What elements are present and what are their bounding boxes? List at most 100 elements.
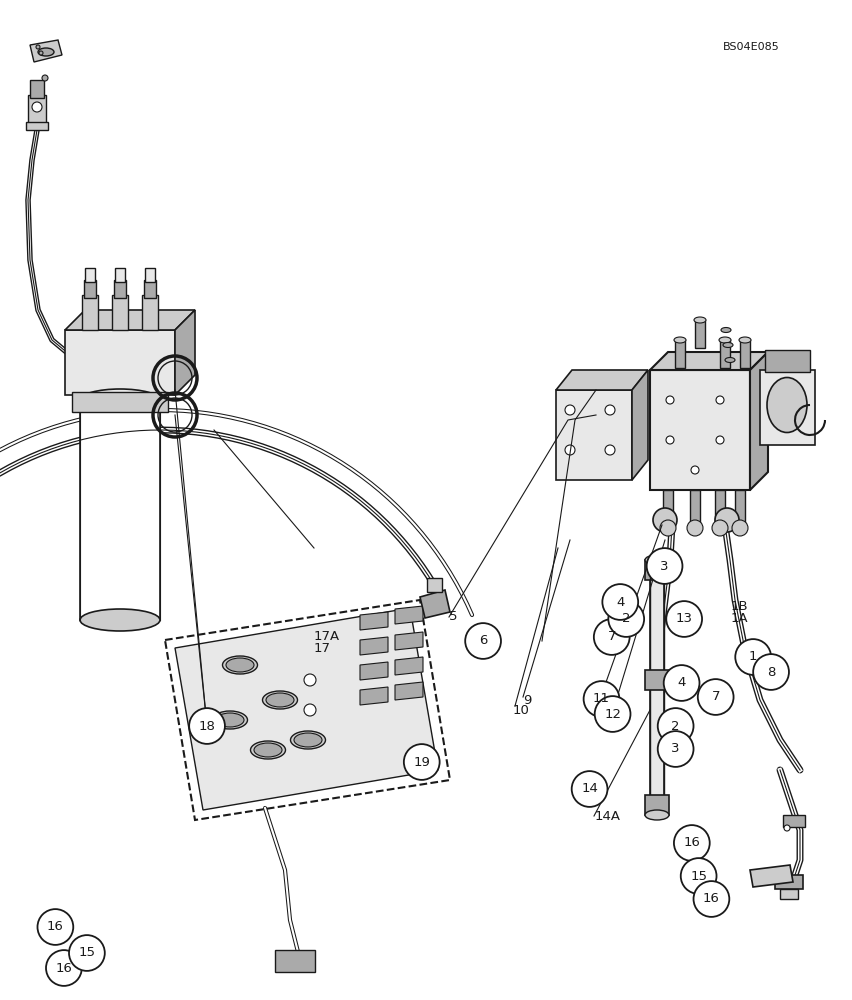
Ellipse shape [674,337,686,343]
Ellipse shape [694,317,706,323]
Bar [760,370,815,445]
Text: 5: 5 [449,610,458,624]
Ellipse shape [291,731,325,749]
Circle shape [304,674,316,686]
Text: 2: 2 [671,720,680,732]
Circle shape [602,584,638,620]
Text: BS04E085: BS04E085 [722,42,780,52]
Circle shape [605,445,615,455]
Ellipse shape [294,733,322,747]
Bar [275,950,315,972]
Circle shape [32,102,42,112]
Bar [690,490,700,525]
Circle shape [304,704,316,716]
Circle shape [732,520,748,536]
Ellipse shape [254,743,282,757]
Bar [30,80,44,98]
Ellipse shape [719,337,731,343]
Bar [783,815,805,827]
Text: 19: 19 [413,756,430,768]
Circle shape [694,881,729,917]
Bar [115,268,125,282]
Text: 1B: 1B [731,600,749,613]
Polygon shape [165,600,450,820]
Text: 18: 18 [199,720,216,732]
Circle shape [36,45,40,49]
Circle shape [716,436,724,444]
Circle shape [735,639,771,675]
Text: 6: 6 [479,635,487,648]
Circle shape [605,405,615,415]
Ellipse shape [725,358,735,362]
Bar [427,578,442,592]
Text: 16: 16 [47,920,64,934]
Bar [650,578,664,798]
Circle shape [42,75,48,81]
Circle shape [698,679,734,715]
Polygon shape [65,310,195,330]
Polygon shape [556,370,648,390]
Text: 12: 12 [604,708,621,720]
Text: 15: 15 [78,946,95,960]
Ellipse shape [767,377,807,432]
Bar [28,95,46,125]
Polygon shape [650,352,768,370]
Text: 14A: 14A [595,810,621,822]
Polygon shape [360,662,388,680]
Circle shape [715,508,739,532]
Text: 7: 7 [607,631,616,644]
Circle shape [658,731,694,767]
Circle shape [404,744,440,780]
Ellipse shape [226,658,254,672]
Bar [740,340,750,368]
Text: 17: 17 [314,642,331,654]
Ellipse shape [262,691,297,709]
Bar [72,392,168,412]
Circle shape [37,909,73,945]
Circle shape [660,520,676,536]
Bar [142,295,158,330]
Text: 17A: 17A [314,630,340,643]
Polygon shape [360,612,388,630]
Circle shape [572,771,607,807]
Polygon shape [395,682,423,700]
Text: 3: 3 [660,560,669,572]
Circle shape [565,405,575,415]
Circle shape [687,520,703,536]
Bar [715,490,725,525]
Polygon shape [632,370,648,480]
Ellipse shape [216,713,244,727]
Bar [645,670,669,690]
Text: 14: 14 [581,782,598,796]
Bar [720,340,730,368]
Bar [780,889,798,899]
Ellipse shape [80,389,160,411]
Bar [84,280,96,298]
Circle shape [189,708,225,744]
Ellipse shape [38,48,54,56]
Polygon shape [395,606,423,624]
Polygon shape [750,352,768,490]
Polygon shape [30,40,62,62]
Polygon shape [360,687,388,705]
Circle shape [664,665,699,701]
Bar [114,280,126,298]
Circle shape [46,950,82,986]
Polygon shape [420,590,450,618]
Circle shape [784,825,790,831]
Bar [145,268,155,282]
Circle shape [465,623,501,659]
Circle shape [647,548,682,584]
Text: 16: 16 [703,892,720,906]
Polygon shape [175,608,438,810]
Text: 13: 13 [676,612,693,626]
Ellipse shape [80,609,160,631]
Circle shape [653,508,677,532]
Circle shape [712,520,728,536]
Bar [26,122,48,130]
Polygon shape [750,865,793,887]
Circle shape [594,619,630,655]
Circle shape [565,445,575,455]
Bar [765,350,810,372]
Ellipse shape [645,810,669,820]
